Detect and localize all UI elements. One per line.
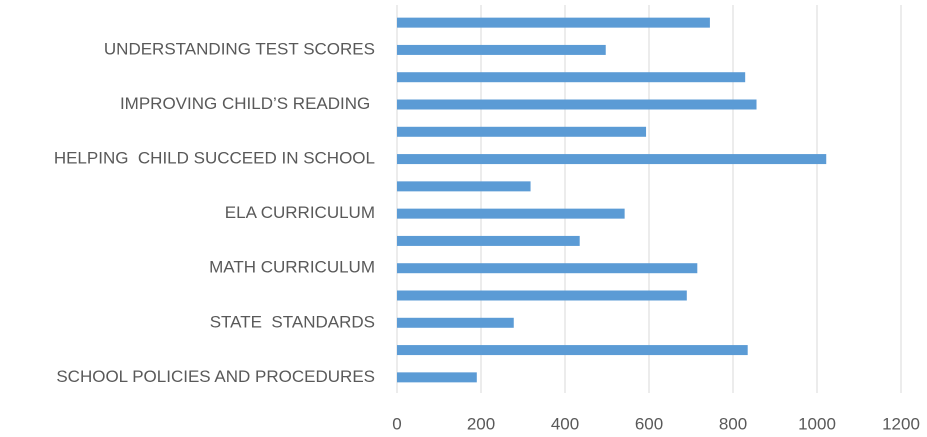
bar bbox=[397, 372, 477, 383]
bar bbox=[397, 154, 827, 165]
y-tick-label: HELPING CHILD SUCCEED IN SCHOOL bbox=[54, 149, 375, 168]
y-tick-label: IMPROVING CHILD’S READING bbox=[120, 94, 375, 113]
bar bbox=[397, 290, 687, 301]
bar bbox=[397, 263, 698, 274]
x-tick-label: 200 bbox=[467, 414, 495, 433]
bar bbox=[397, 44, 606, 55]
bar bbox=[397, 126, 647, 137]
y-tick-label: UNDERSTANDING TEST SCORES bbox=[104, 39, 375, 58]
bar bbox=[397, 99, 757, 110]
x-tick-label: 1000 bbox=[798, 414, 836, 433]
y-tick-label: ELA CURRICULUM bbox=[225, 203, 375, 222]
x-tick-label: 1200 bbox=[882, 414, 920, 433]
bar bbox=[397, 17, 710, 28]
y-tick-label: STATE STANDARDS bbox=[210, 312, 375, 331]
bar bbox=[397, 181, 531, 192]
bar bbox=[397, 235, 580, 246]
x-tick-label: 800 bbox=[719, 414, 747, 433]
y-tick-label: SCHOOL POLICIES AND PROCEDURES bbox=[56, 367, 375, 386]
bar bbox=[397, 72, 746, 83]
bar bbox=[397, 345, 748, 356]
bar bbox=[397, 208, 625, 219]
bar bbox=[397, 317, 514, 328]
y-tick-label: MATH CURRICULUM bbox=[209, 258, 375, 277]
x-tick-label: 400 bbox=[551, 414, 579, 433]
x-tick-label: 600 bbox=[635, 414, 663, 433]
x-tick-label: 0 bbox=[392, 414, 401, 433]
